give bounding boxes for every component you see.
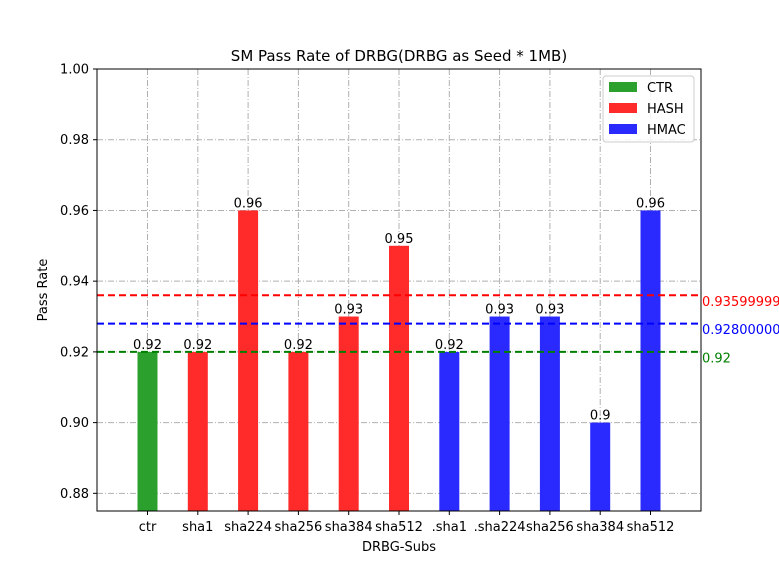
legend-label-hmac: HMAC <box>647 123 686 138</box>
bar-value-label: 0.92 <box>435 338 464 353</box>
y-tick-label: 0.94 <box>60 275 89 290</box>
bar-sha256 <box>539 316 560 511</box>
x-tick-label: sha256 <box>526 520 574 535</box>
bar-value-label: 0.93 <box>334 303 363 318</box>
x-tick-label: sha512 <box>627 520 675 535</box>
x-tick-label: .sha224 <box>474 520 526 535</box>
x-tick-label: sha224 <box>224 520 272 535</box>
bar-value-label: 0.9 <box>590 409 611 424</box>
bar-sha384 <box>590 422 611 511</box>
legend-swatch-hash <box>609 103 637 113</box>
bars <box>137 210 661 512</box>
y-tick-label: 0.88 <box>60 487 89 502</box>
bar-value-label: 0.95 <box>385 232 414 247</box>
bar-hmac-sha224 <box>489 316 510 511</box>
y-tick-label: 0.90 <box>60 416 89 431</box>
y-axis: 0.88 0.90 0.92 0.94 0.96 0.98 1.00 <box>60 63 97 502</box>
bar-sha224 <box>238 210 259 511</box>
bar-sha512 <box>389 245 409 512</box>
bar-sha1 <box>187 351 208 511</box>
x-axis: ctr sha1 sha224 sha256 sha384 sha512 .sha1 .sha… <box>139 511 675 535</box>
value-labels: 0.92 0.92 0.96 0.92 0.93 0.95 0.92 0.93 0.93 0.9 0… <box>133 196 665 423</box>
bar-value-label: 0.92 <box>183 338 212 353</box>
y-tick-label: 0.92 <box>60 345 89 360</box>
legend-label-hash: HASH <box>647 102 684 117</box>
bar-value-label: 0.93 <box>485 303 514 318</box>
bar-ctr <box>137 351 158 511</box>
bar-hmac-sha1 <box>439 351 460 511</box>
legend-swatch-hmac <box>609 124 637 134</box>
mean-label-ctr: 0.92 <box>702 351 731 366</box>
y-tick-label: 1.00 <box>60 63 89 78</box>
legend-label-ctr: CTR <box>647 81 673 96</box>
x-tick-label: sha384 <box>576 520 624 535</box>
chart-title: SM Pass Rate of DRBG(DRBG as Seed * 1MB) <box>231 47 567 65</box>
x-tick-label: sha512 <box>375 520 423 535</box>
y-tick-label: 0.98 <box>60 133 89 148</box>
bar-sha384 <box>338 316 359 511</box>
x-tick-label: sha256 <box>275 520 323 535</box>
x-tick-label: sha1 <box>182 520 213 535</box>
bar-value-label: 0.93 <box>535 303 564 318</box>
bar-sha256 <box>288 351 309 511</box>
legend: CTR HASH HMAC <box>602 75 695 143</box>
x-tick-label: .sha1 <box>432 520 467 535</box>
legend-swatch-ctr <box>609 82 637 92</box>
x-axis-label: DRBG-Subs <box>362 540 436 555</box>
x-tick-label: ctr <box>139 520 157 535</box>
reference-lines: 0.9359999999 0.9280000000 0.92 <box>97 294 779 366</box>
mean-label-hmac: 0.9280000000 <box>702 323 779 338</box>
bar-value-label: 0.96 <box>234 196 263 211</box>
bar-value-label: 0.92 <box>133 338 162 353</box>
mean-label-hash: 0.9359999999 <box>702 295 779 310</box>
bar-sha512 <box>640 210 661 511</box>
bar-value-label: 0.92 <box>284 338 313 353</box>
x-tick-label: sha384 <box>325 520 373 535</box>
bar-value-label: 0.96 <box>636 196 665 211</box>
y-tick-label: 0.96 <box>60 204 89 219</box>
y-axis-label: Pass Rate <box>36 259 51 322</box>
